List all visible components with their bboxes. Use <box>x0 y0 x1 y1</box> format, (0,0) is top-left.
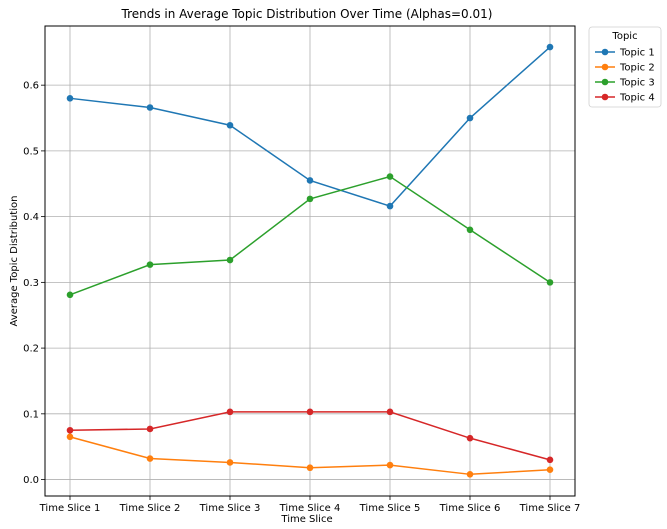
data-point <box>66 95 74 102</box>
data-point <box>546 466 554 474</box>
data-point <box>306 408 314 416</box>
legend-marker <box>601 63 609 71</box>
x-axis-ticks: Time Slice 1 Time Slice 2 Time Slice 3 Time… <box>39 496 581 514</box>
series-1 <box>66 43 554 210</box>
y-tick-label: 0.3 <box>23 278 39 289</box>
data-point <box>306 195 314 203</box>
x-tick-label: Time Slice 6 <box>439 503 501 514</box>
series-layer <box>66 43 554 478</box>
data-point <box>386 408 394 416</box>
legend-entry-label: Topic 3 <box>619 78 655 89</box>
y-axis-ticks: 0.0 0.1 0.2 0.3 0.4 0.5 0.6 <box>23 81 45 486</box>
y-tick-label: 0.4 <box>23 212 39 223</box>
y-tick-label: 0.2 <box>23 344 39 355</box>
series-4 <box>66 408 554 464</box>
data-point <box>226 256 234 264</box>
data-point <box>66 291 74 299</box>
data-point <box>546 456 554 464</box>
data-point <box>306 177 314 184</box>
legend-entry-label: Topic 1 <box>619 48 655 59</box>
grid <box>45 26 575 496</box>
series-2 <box>66 433 554 478</box>
data-point <box>386 461 394 469</box>
legend-marker <box>601 48 609 56</box>
legend-marker <box>601 93 609 101</box>
data-point <box>66 426 74 434</box>
legend-box <box>588 26 662 108</box>
legend-entry-label: Topic 2 <box>619 63 655 74</box>
x-axis-title: Time Slice <box>280 514 332 525</box>
x-tick-label: Time Slice 2 <box>119 503 181 514</box>
data-point <box>546 43 554 51</box>
y-tick-label: 0.1 <box>23 409 39 420</box>
data-point <box>546 279 554 286</box>
data-point <box>306 464 314 472</box>
data-point <box>226 121 234 129</box>
data-point <box>146 425 154 433</box>
legend-entry-label: Topic 4 <box>619 93 655 104</box>
y-tick-label: 0.0 <box>23 475 39 486</box>
series-3 <box>66 173 554 299</box>
data-point <box>466 114 474 122</box>
data-point <box>146 455 154 462</box>
data-point <box>466 434 474 442</box>
chart-title: Trends in Average Topic Distribution Ove… <box>121 7 493 21</box>
x-tick-label: Time Slice 4 <box>279 503 341 514</box>
data-point <box>146 104 154 111</box>
x-tick-label: Time Slice 1 <box>39 503 101 514</box>
legend-marker <box>601 78 609 86</box>
data-point <box>466 226 474 234</box>
data-point <box>226 408 234 416</box>
data-point <box>146 261 154 268</box>
x-tick-label: Time Slice 5 <box>359 503 421 514</box>
data-point <box>386 173 394 180</box>
data-point <box>226 459 234 466</box>
x-tick-label: Time Slice 7 <box>519 503 581 514</box>
data-point <box>466 471 474 478</box>
y-tick-label: 0.6 <box>23 81 39 92</box>
y-tick-label: 0.5 <box>23 146 39 157</box>
data-point <box>66 433 74 441</box>
x-tick-label: Time Slice 3 <box>199 503 261 514</box>
legend-title: Topic <box>611 31 637 42</box>
legend: Topic Topic 1 Topic 2 Topic 3 Topic 4 <box>588 26 662 108</box>
data-point <box>386 202 394 210</box>
y-axis-title: Average Topic Distribution <box>9 196 20 327</box>
